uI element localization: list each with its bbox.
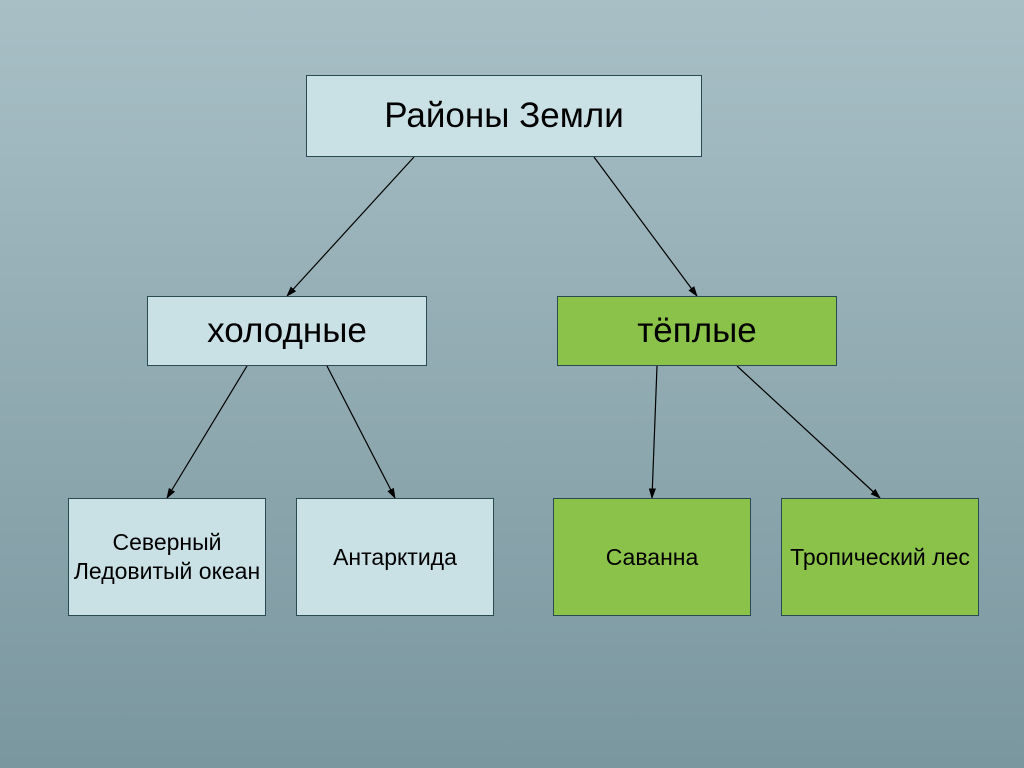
node-root: Районы Земли <box>306 75 702 157</box>
node-savanna: Саванна <box>553 498 751 616</box>
node-label-savanna: Саванна <box>606 543 699 572</box>
node-warm: тёплые <box>557 296 837 366</box>
edge-3 <box>327 366 395 498</box>
node-label-warm: тёплые <box>637 309 757 353</box>
node-label-antarctica: Антарктида <box>333 543 457 572</box>
node-label-root: Районы Земли <box>384 94 624 138</box>
node-label-tropical: Тропический лес <box>790 543 970 572</box>
edge-4 <box>652 366 657 498</box>
edge-2 <box>167 366 247 498</box>
node-cold: холодные <box>147 296 427 366</box>
node-label-arctic: Северный Ледовитый океан <box>73 528 261 586</box>
node-arctic: Северный Ледовитый океан <box>68 498 266 616</box>
edge-1 <box>594 157 697 296</box>
edge-5 <box>737 366 880 498</box>
edge-0 <box>287 157 414 296</box>
node-antarctica: Антарктида <box>296 498 494 616</box>
node-label-cold: холодные <box>207 309 367 353</box>
node-tropical: Тропический лес <box>781 498 979 616</box>
